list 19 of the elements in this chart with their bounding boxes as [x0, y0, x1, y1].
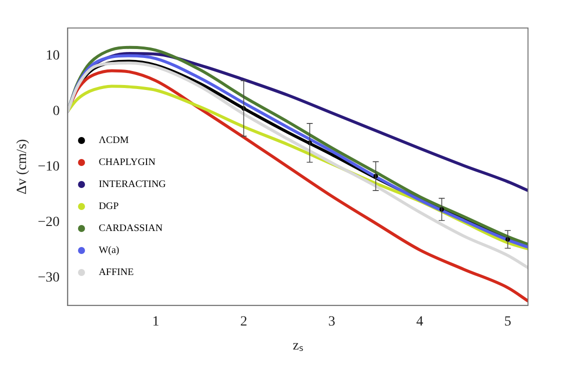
legend-label: INTERACTING — [98, 179, 166, 190]
x-tick-label: 3 — [328, 314, 336, 330]
legend-label: DGP — [98, 201, 119, 212]
x-axis-title: zₛ — [292, 338, 303, 354]
legend-label: AFFINE — [98, 267, 134, 278]
legend-label: CHAPLYGIN — [98, 157, 156, 168]
y-tick-label: 10 — [46, 48, 60, 64]
legend-label: W(a) — [98, 245, 120, 256]
y-axis-title: Δv (cm/s) — [15, 138, 30, 194]
x-tick-label: 5 — [504, 314, 512, 330]
y-tick-label: −10 — [38, 159, 60, 174]
x-tick-label: 1 — [152, 314, 160, 330]
y-tick-label: 0 — [52, 104, 60, 119]
legend-label: CARDASSIAN — [98, 223, 163, 234]
x-tick-label: 4 — [416, 314, 424, 330]
y-tick-label: −30 — [38, 270, 60, 286]
x-tick-label: 2 — [240, 314, 248, 330]
y-tick-label: −20 — [38, 214, 60, 230]
legend-label: ΛCDM — [98, 135, 129, 146]
